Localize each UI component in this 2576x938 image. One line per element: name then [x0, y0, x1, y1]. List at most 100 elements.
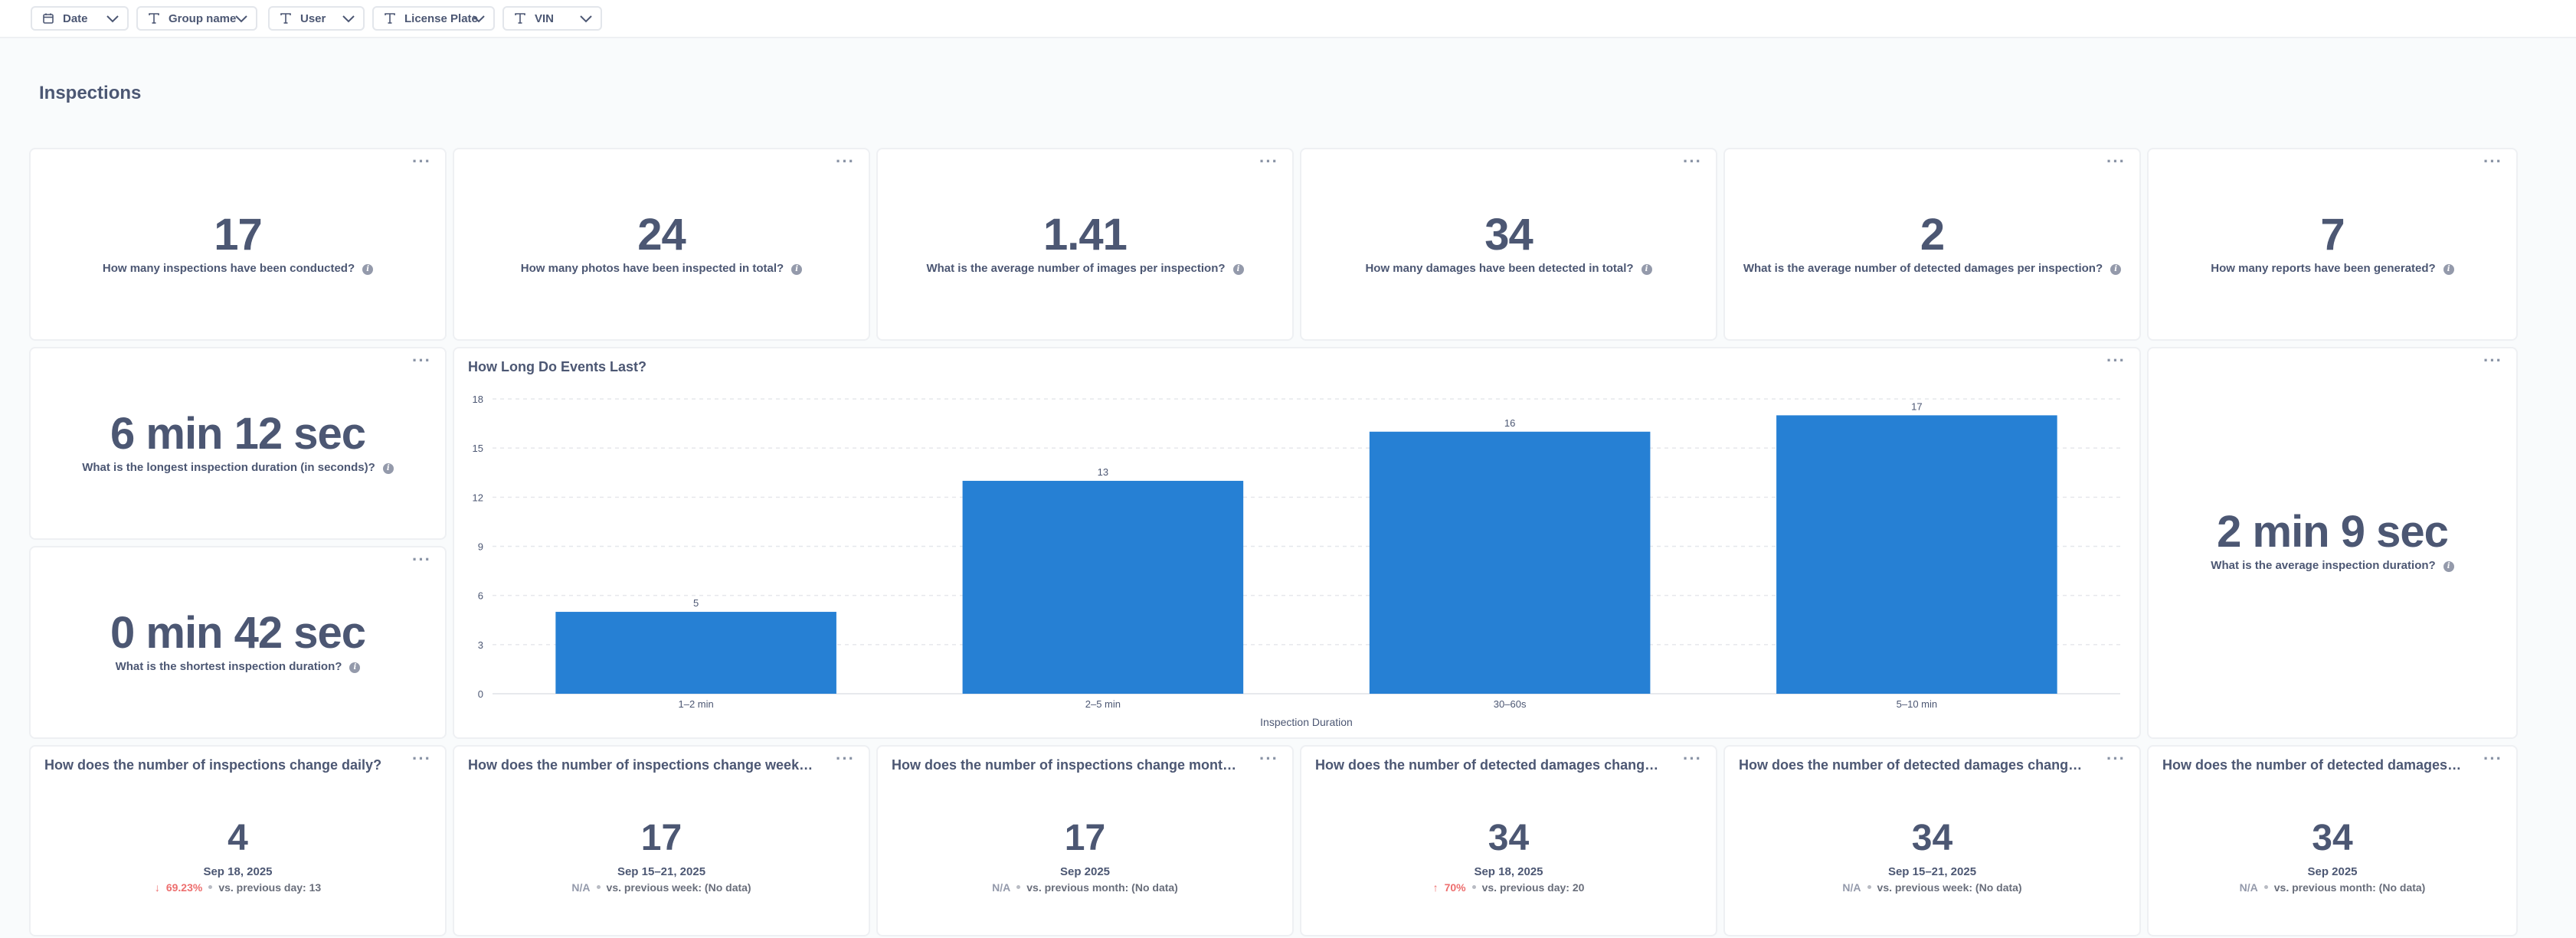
metric-value: 7: [2320, 210, 2345, 260]
metric-question: How many inspections have been conducted…: [31, 262, 445, 275]
info-icon[interactable]: i: [382, 463, 394, 474]
bar[interactable]: [555, 612, 836, 694]
trend-card[interactable]: How does the number of detected damages …: [1300, 745, 1717, 936]
average-duration-card[interactable]: ··· 2 min 9 sec What is the average insp…: [2147, 347, 2518, 739]
trend-comparison: N/A vs. previous month: (No data): [2149, 881, 2516, 894]
ellipsis-icon[interactable]: ···: [2483, 351, 2502, 370]
trend-change: N/A: [571, 881, 591, 894]
metric-card[interactable]: ··· 24 How many photos have been inspect…: [453, 148, 870, 341]
info-icon[interactable]: i: [362, 264, 374, 275]
metric-question-text: How many inspections have been conducted…: [102, 262, 355, 275]
info-icon[interactable]: i: [2443, 561, 2454, 572]
info-icon[interactable]: i: [791, 264, 803, 275]
metric-value: 24: [637, 210, 686, 260]
info-icon[interactable]: i: [2110, 264, 2122, 275]
ellipsis-icon[interactable]: ···: [2106, 152, 2126, 171]
x-tick-label: 30–60s: [1494, 698, 1527, 710]
trend-change: 69.23%: [165, 881, 203, 894]
ellipsis-icon[interactable]: ···: [412, 351, 431, 370]
ellipsis-icon[interactable]: ···: [412, 550, 431, 569]
trend-card[interactable]: How does the number of detected damages …: [2147, 745, 2518, 936]
filter-label: Date: [63, 11, 88, 25]
trend-card[interactable]: How does the number of detected damages …: [1723, 745, 2141, 936]
metric-question-text: How many photos have been inspected in t…: [520, 262, 784, 275]
trend-comparison: N/A vs. previous week: (No data): [1725, 881, 2139, 894]
longest-duration-card[interactable]: ··· 6 min 12 sec What is the longest ins…: [29, 347, 447, 540]
info-icon[interactable]: i: [2443, 264, 2454, 275]
y-tick-label: 0: [478, 688, 483, 700]
trend-comparison: N/A vs. previous week: (No data): [454, 881, 869, 894]
trend-value: 34: [1488, 818, 1530, 858]
metric-value: 1.41: [1043, 210, 1128, 260]
info-icon[interactable]: i: [1641, 264, 1652, 275]
ellipsis-icon[interactable]: ···: [2483, 749, 2502, 768]
trend-comparison-text: vs. previous month: (No data): [2273, 881, 2426, 894]
section-title: Inspections: [39, 83, 142, 103]
duration-chart-card[interactable]: How Long Do Events Last? ··· 0 3 6 9 12 15 18 5…: [453, 347, 2141, 739]
y-tick-label: 18: [473, 394, 483, 405]
ellipsis-icon[interactable]: ···: [1259, 749, 1278, 768]
metric-card[interactable]: ··· 34 How many damages have been detect…: [1300, 148, 1717, 341]
trend-date: Sep 18, 2025: [1474, 865, 1543, 878]
metric-question-text: What is the average number of images per…: [926, 262, 1226, 275]
trend-value: 4: [227, 818, 248, 858]
trend-title: How does the number of detected damages …: [1315, 757, 1662, 773]
filter-group-name[interactable]: Group name: [136, 6, 257, 31]
ellipsis-icon[interactable]: ···: [412, 152, 431, 171]
separator-dot: [1471, 885, 1476, 889]
ellipsis-icon[interactable]: ···: [2106, 351, 2126, 370]
x-tick-label: 5–10 min: [1897, 698, 1937, 710]
info-icon[interactable]: i: [349, 662, 361, 673]
trend-value: 34: [1911, 818, 1953, 858]
bar-value-label: 13: [1098, 466, 1108, 478]
filter-label: License Plate: [404, 11, 478, 25]
metric-card[interactable]: ··· 17 How many inspections have been co…: [29, 148, 447, 341]
ellipsis-icon[interactable]: ···: [2483, 152, 2502, 171]
bar-value-label: 17: [1911, 400, 1922, 412]
metric-card[interactable]: ··· 2 What is the average number of dete…: [1723, 148, 2141, 341]
trend-change: N/A: [1842, 881, 1861, 894]
ellipsis-icon[interactable]: ···: [836, 152, 855, 171]
ellipsis-icon[interactable]: ···: [412, 749, 431, 768]
bar[interactable]: [1776, 415, 2057, 694]
trend-comparison-text: vs. previous week: (No data): [1877, 881, 2022, 894]
trend-card[interactable]: How does the number of inspections chang…: [29, 745, 447, 936]
filter-user[interactable]: User: [268, 6, 365, 31]
separator-dot: [1867, 885, 1871, 889]
bar[interactable]: [1369, 431, 1651, 694]
ellipsis-icon[interactable]: ···: [1259, 152, 1278, 171]
trend-card[interactable]: How does the number of inspections chang…: [453, 745, 870, 936]
trend-comparison-text: vs. previous month: (No data): [1026, 881, 1178, 894]
separator-dot: [1016, 885, 1021, 889]
trend-date: Sep 2025: [2307, 865, 2358, 878]
shortest-duration-card[interactable]: ··· 0 min 42 sec What is the shortest in…: [29, 546, 447, 739]
trend-date: Sep 2025: [1059, 865, 1111, 878]
trend-comparison-text: vs. previous day: 13: [218, 881, 322, 894]
metric-card[interactable]: ··· 7 How many reports have been generat…: [2147, 148, 2518, 341]
trend-date: Sep 15–21, 2025: [1887, 865, 1977, 878]
text-type-icon: [383, 11, 397, 25]
bar-value-label: 16: [1504, 417, 1515, 429]
ellipsis-icon[interactable]: ···: [2106, 749, 2126, 768]
ellipsis-icon[interactable]: ···: [836, 749, 855, 768]
text-type-icon: [279, 11, 293, 25]
x-tick-label: 1–2 min: [679, 698, 714, 710]
filter-vin[interactable]: VIN: [502, 6, 602, 31]
filter-label: VIN: [535, 11, 555, 25]
trend-title: How does the number of detected damages …: [1739, 757, 2086, 773]
ellipsis-icon[interactable]: ···: [1683, 152, 1702, 171]
info-icon[interactable]: i: [1232, 264, 1244, 275]
y-tick-label: 9: [478, 541, 483, 553]
filter-date[interactable]: Date: [31, 6, 129, 31]
trend-title: How does the number of inspections chang…: [44, 757, 382, 773]
trend-comparison: ↓ 69.23% vs. previous day: 13: [31, 881, 445, 894]
arrow-down-icon: ↓: [154, 881, 160, 894]
metric-card[interactable]: ··· 1.41 What is the average number of i…: [876, 148, 1294, 341]
metric-question-text: What is the shortest inspection duration…: [115, 660, 342, 673]
filter-license-plate[interactable]: License Plate: [372, 6, 495, 31]
ellipsis-icon[interactable]: ···: [1683, 749, 1702, 768]
bar[interactable]: [962, 480, 1244, 694]
metric-value: 17: [214, 210, 263, 260]
trend-card[interactable]: How does the number of inspections chang…: [876, 745, 1294, 936]
trend-value: 17: [1064, 818, 1106, 858]
